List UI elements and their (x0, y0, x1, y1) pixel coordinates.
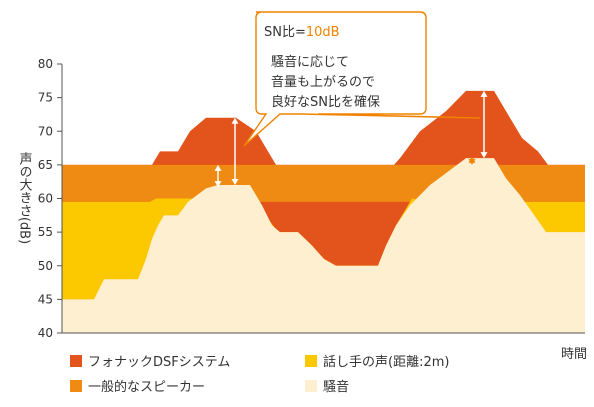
legend-label-voice: 話し手の声(距離:2m) (323, 354, 449, 370)
legend-swatch-voice (305, 355, 317, 367)
sn-ratio-markers (214, 90, 488, 188)
callout-title: SN比=10dB (264, 25, 340, 40)
y-tick-label: 50 (38, 259, 53, 273)
callout-title-prefix: SN比= (264, 25, 306, 40)
callout-line-1: 騒音に応じて (271, 54, 349, 70)
sn-arrow-right (480, 90, 488, 159)
y-ticks: 40 45 50 55 60 65 70 75 80 (38, 57, 62, 340)
y-tick-label: 80 (38, 57, 53, 71)
legend-swatch-speaker (70, 380, 82, 392)
noise-series-area (62, 158, 585, 333)
legend: フォナックDSFシステム 話し手の声(距離:2m) 一般的なスピーカー 騒音 (70, 354, 449, 395)
y-tick-label: 40 (38, 326, 53, 340)
legend-label-dsf: フォナックDSFシステム (88, 355, 230, 370)
y-tick-label: 55 (38, 225, 53, 239)
gap-arrow-small-left (214, 164, 222, 188)
y-axis-label: 声の大きさ(dB) (17, 152, 33, 244)
legend-swatch-noise (305, 380, 317, 392)
callout-line-3: 良好なSN比を確保 (271, 94, 380, 110)
legend-label-noise: 騒音 (323, 379, 349, 395)
plot-layers (62, 90, 585, 334)
y-tick-label: 45 (38, 292, 53, 306)
x-axis-label: 時間 (561, 347, 587, 362)
y-tick-label: 75 (38, 91, 53, 105)
y-tick-label: 65 (38, 158, 53, 172)
sn-arrow-left (231, 117, 239, 186)
legend-label-speaker: 一般的なスピーカー (88, 379, 205, 395)
legend-swatch-dsf (70, 355, 82, 367)
sn-callout: SN比=10dB 騒音に応じて 音量も上がるので 良好なSN比を確保 (243, 11, 481, 147)
y-tick-label: 70 (38, 124, 53, 138)
callout-line-2: 音量も上がるので (271, 74, 375, 90)
y-tick-label: 60 (38, 192, 53, 206)
callout-box (243, 11, 481, 147)
gap-arrow-small-right (468, 156, 476, 165)
callout-title-value: 10dB (306, 25, 340, 40)
